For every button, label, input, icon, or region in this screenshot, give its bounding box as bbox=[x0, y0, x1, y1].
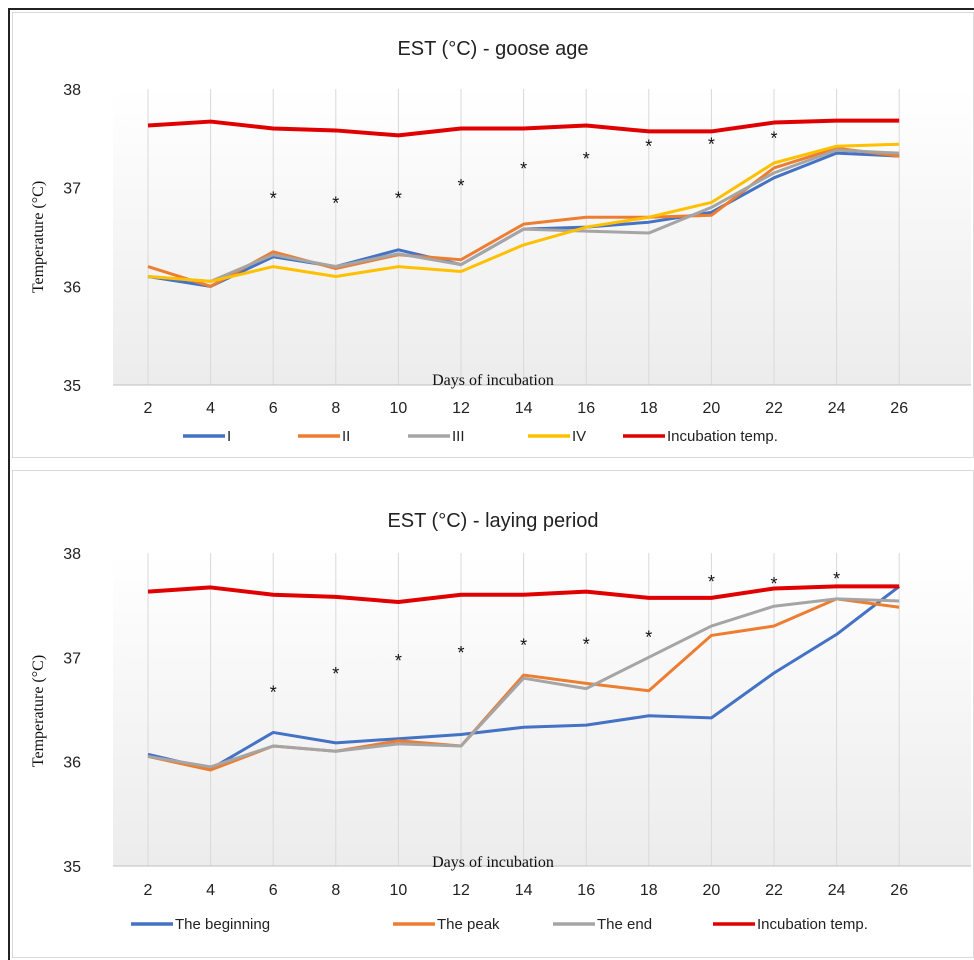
x-tick-label: 10 bbox=[390, 400, 408, 417]
x-axis-title: Days of incubation bbox=[432, 854, 554, 871]
significance-marker: * bbox=[708, 134, 715, 154]
significance-marker: * bbox=[583, 635, 590, 655]
significance-marker: * bbox=[395, 189, 402, 209]
significance-marker: * bbox=[708, 572, 715, 592]
legend-label-the-end: The end bbox=[597, 916, 652, 933]
y-tick-label: 35 bbox=[63, 378, 81, 395]
chart-panel-goose-age: EST (°C) - goose age 35 36 37 38 Temperature … bbox=[12, 12, 974, 458]
x-tick-label: 20 bbox=[703, 882, 721, 899]
legend-label-incubation-temp: Incubation temp. bbox=[667, 428, 778, 445]
x-tick-label: 26 bbox=[890, 400, 908, 417]
chart-goose-age: EST (°C) - goose age 35 36 37 38 Temperature … bbox=[30, 38, 971, 445]
significance-marker: * bbox=[332, 194, 339, 214]
significance-marker: * bbox=[270, 189, 277, 209]
x-tick-label: 6 bbox=[269, 400, 278, 417]
y-axis-title: Temperature (°C) bbox=[30, 181, 47, 293]
x-tick-label: 22 bbox=[765, 400, 783, 417]
significance-marker: * bbox=[457, 176, 464, 196]
significance-marker: * bbox=[645, 136, 652, 156]
plot-area bbox=[113, 89, 971, 385]
significance-marker: * bbox=[770, 574, 777, 594]
y-tick-label: 38 bbox=[63, 546, 81, 563]
x-tick-label: 20 bbox=[703, 400, 721, 417]
x-tick-label: 22 bbox=[765, 882, 783, 899]
y-tick-label: 37 bbox=[63, 181, 81, 198]
x-tick-label: 10 bbox=[390, 882, 408, 899]
x-tick-label: 6 bbox=[269, 882, 278, 899]
series-line-the-beginning bbox=[147, 585, 901, 771]
significance-marker: * bbox=[833, 569, 840, 589]
series-line-incubation-temp bbox=[147, 584, 900, 605]
chart-title: EST (°C) - goose age bbox=[397, 38, 588, 60]
y-tick-label: 37 bbox=[63, 650, 81, 667]
legend-label-iv: IV bbox=[572, 428, 586, 445]
x-tick-label: 16 bbox=[577, 400, 595, 417]
series-line-incubation-temp bbox=[147, 118, 900, 138]
x-tick-label: 14 bbox=[515, 882, 533, 899]
y-axis-title: Temperature (°C) bbox=[30, 655, 47, 767]
plot-area bbox=[113, 553, 971, 866]
significance-marker: * bbox=[270, 683, 277, 703]
significance-marker: * bbox=[332, 664, 339, 684]
x-tick-label: 18 bbox=[640, 882, 658, 899]
significance-marker: * bbox=[520, 159, 527, 179]
x-tick-label: 8 bbox=[331, 400, 340, 417]
significance-marker: * bbox=[395, 651, 402, 671]
x-tick-label: 8 bbox=[331, 882, 340, 899]
x-tick-label: 26 bbox=[890, 882, 908, 899]
significance-marker: * bbox=[457, 643, 464, 663]
significance-marker: * bbox=[520, 636, 527, 656]
significance-marker: * bbox=[645, 627, 652, 647]
y-tick-label: 36 bbox=[63, 279, 81, 296]
legend-label-the-peak: The peak bbox=[437, 916, 500, 933]
x-tick-label: 24 bbox=[828, 400, 846, 417]
chart-title: EST (°C) - laying period bbox=[387, 510, 598, 532]
x-tick-label: 4 bbox=[206, 882, 215, 899]
legend-label-ii: II bbox=[342, 428, 350, 445]
y-tick-label: 38 bbox=[63, 82, 81, 99]
x-tick-label: 4 bbox=[206, 400, 215, 417]
figure-frame bbox=[8, 8, 974, 960]
x-tick-label: 12 bbox=[452, 400, 470, 417]
y-tick-label: 36 bbox=[63, 755, 81, 772]
x-tick-label: 24 bbox=[828, 882, 846, 899]
significance-marker: * bbox=[770, 128, 777, 148]
series-line-iii bbox=[147, 148, 900, 283]
legend-label-i: I bbox=[227, 428, 231, 445]
series-line-the-end bbox=[147, 597, 900, 769]
series-line-ii bbox=[147, 146, 900, 288]
x-tick-label: 14 bbox=[515, 400, 533, 417]
y-tick-label: 35 bbox=[63, 859, 81, 876]
x-axis-title: Days of incubation bbox=[432, 372, 554, 389]
chart-panel-laying-period: EST (°C) - laying period 35 36 37 38 Temperat… bbox=[12, 470, 974, 958]
x-tick-label: 2 bbox=[144, 882, 153, 899]
x-tick-label: 16 bbox=[577, 882, 595, 899]
series-line-iv bbox=[147, 142, 900, 283]
legend-label-iii: III bbox=[452, 428, 465, 445]
x-tick-label: 18 bbox=[640, 400, 658, 417]
legend-label-the-beginning: The beginning bbox=[175, 916, 270, 933]
significance-marker: * bbox=[583, 149, 590, 169]
x-tick-label: 12 bbox=[452, 882, 470, 899]
chart-laying-period: EST (°C) - laying period 35 36 37 38 Temperat… bbox=[30, 510, 971, 933]
legend-label-incubation-temp: Incubation temp. bbox=[757, 916, 868, 933]
x-tick-label: 2 bbox=[144, 400, 153, 417]
